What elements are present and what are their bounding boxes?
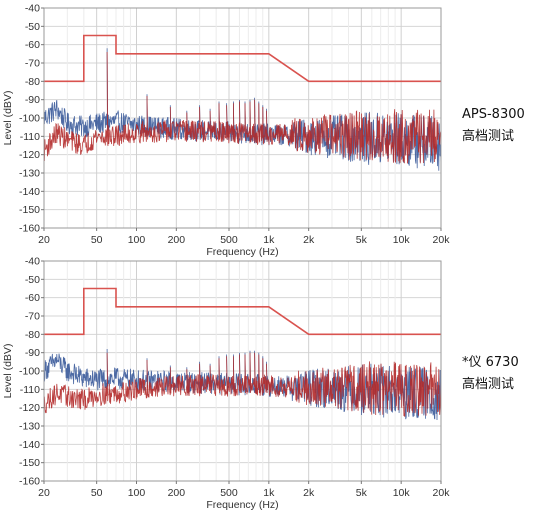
y-tick-label: -100 <box>19 366 40 378</box>
y-tick-label: -80 <box>25 329 40 341</box>
x-tick-label: 200 <box>168 487 186 499</box>
x-tick-label: 10k <box>393 234 411 246</box>
y-tick-label: -130 <box>19 168 40 180</box>
y-tick-label: -50 <box>25 21 40 33</box>
side-label-bottom: *仪 6730 高档测试 <box>462 352 534 396</box>
y-tick-label: -110 <box>20 131 40 143</box>
side-label-top: APS-8300 高档测试 <box>462 104 534 148</box>
x-tick-label: 5k <box>356 487 368 499</box>
series-line-1 <box>43 51 442 164</box>
side-label-top-line-2: 高档测试 <box>462 129 515 144</box>
x-tick-label: 50 <box>91 487 103 499</box>
x-tick-label: 2k <box>303 487 315 499</box>
x-tick-label: 100 <box>128 487 146 499</box>
chart-aps-8300: -40 -50 -60 -70 -80 -90 -100 -110 -120 -130 -140 -1… <box>2 3 450 259</box>
y-tick-label: -130 <box>19 421 40 433</box>
y-tick-label: -160 <box>19 476 40 488</box>
side-label-bottom-line-1: *仪 6730 <box>462 355 519 370</box>
y-tick-label: -70 <box>25 311 40 323</box>
y-tick-label: -70 <box>25 58 40 70</box>
y-tick-label: -120 <box>19 402 40 414</box>
side-label-top-line-1: APS-8300 <box>462 107 525 122</box>
y-tick-label: -60 <box>25 39 40 51</box>
y-axis-label: Level (dBV) <box>2 91 14 146</box>
y-tick-label: -150 <box>19 457 40 469</box>
x-tick-label: 100 <box>128 234 146 246</box>
x-tick-label: 20k <box>433 487 451 499</box>
y-tick-label: -150 <box>19 204 40 216</box>
x-tick-label: 1k <box>263 487 275 499</box>
x-tick-label: 20 <box>38 234 50 246</box>
x-tick-label: 20k <box>433 234 451 246</box>
y-tick-label: -40 <box>25 256 40 268</box>
y-tick-label: -140 <box>19 439 40 451</box>
y-tick-label: -160 <box>19 223 40 235</box>
y-tick-label: -50 <box>25 274 40 286</box>
side-label-bottom-line-2: 高档测试 <box>462 377 515 392</box>
y-tick-label: -60 <box>25 292 40 304</box>
x-tick-label: 10k <box>393 487 411 499</box>
y-tick-label: -90 <box>25 94 40 106</box>
y-tick-label: -140 <box>19 186 40 198</box>
chart-instrument-6730: -40 -50 -60 -70 -80 -90 -100 -110 -120 -130 -140 -1… <box>2 256 450 512</box>
x-axis-label: Frequency (Hz) <box>206 499 278 511</box>
y-tick-label: -90 <box>25 347 40 359</box>
y-axis-label: Level (dBV) <box>2 344 14 399</box>
x-tick-label: 1k <box>263 234 275 246</box>
y-tick-label: -40 <box>25 3 40 15</box>
x-tick-label: 5k <box>356 234 368 246</box>
x-axis-label: Frequency (Hz) <box>206 246 278 258</box>
limit-line <box>44 287 441 336</box>
x-tick-label: 200 <box>168 234 186 246</box>
limit-line <box>44 34 441 83</box>
x-tick-label: 50 <box>91 234 103 246</box>
y-tick-label: -80 <box>25 76 40 88</box>
x-tick-label: 2k <box>303 234 315 246</box>
y-tick-label: -100 <box>19 113 40 125</box>
x-tick-label: 500 <box>220 487 238 499</box>
x-tick-label: 20 <box>38 487 50 499</box>
y-tick-label: -120 <box>19 149 40 161</box>
y-tick-label: -110 <box>20 384 40 396</box>
series-line-1 <box>43 352 442 417</box>
x-tick-label: 500 <box>220 234 238 246</box>
